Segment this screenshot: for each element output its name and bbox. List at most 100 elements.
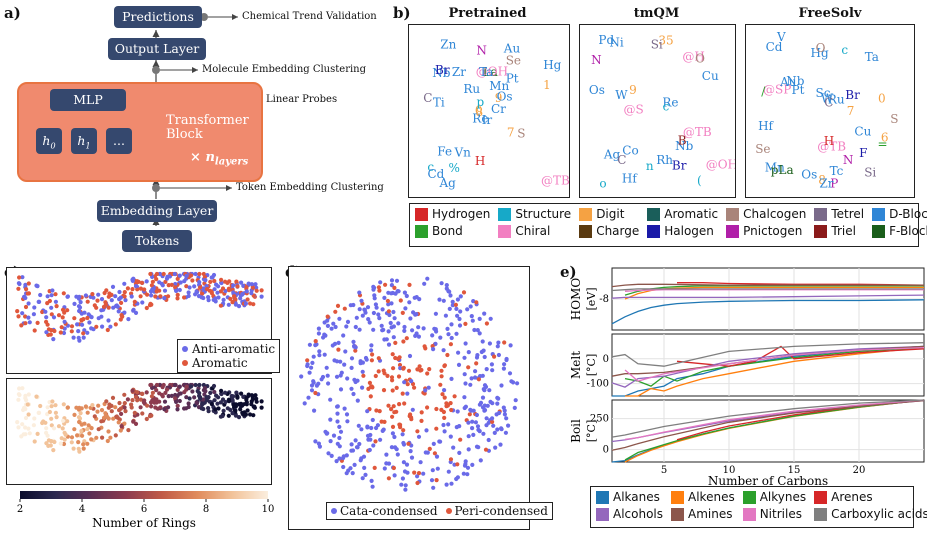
molecule-point: [106, 405, 111, 410]
molecule-point: [425, 450, 430, 455]
molecule-point: [218, 289, 223, 294]
molecule-point: [391, 404, 396, 409]
molecule-point: [218, 400, 223, 405]
molecule-point: [351, 339, 356, 344]
molecule-point: [385, 298, 390, 304]
legend-swatch: [647, 207, 661, 221]
legend-swatch: [498, 224, 512, 238]
molecule-point: [424, 428, 429, 433]
legend-text: Arenes: [831, 490, 873, 504]
molecule-point: [395, 289, 400, 294]
series-line-alkynes: [624, 399, 925, 461]
molecule-point: [374, 305, 379, 310]
molecule-point: [313, 390, 318, 396]
molecule-point: [457, 424, 462, 429]
molecule-point: [198, 396, 203, 401]
molecule-point: [99, 419, 104, 424]
molecule-point: [473, 375, 478, 380]
token-label: Ru: [463, 82, 480, 96]
molecule-point: [147, 414, 153, 419]
molecule-point: [449, 335, 454, 341]
molecule-point: [381, 327, 386, 332]
molecule-point: [220, 286, 226, 291]
molecule-point: [20, 311, 25, 316]
molecule-point: [448, 401, 453, 406]
legend-swatch: [814, 507, 828, 521]
molecule-point: [164, 387, 170, 392]
molecule-point: [392, 473, 397, 478]
molecule-point: [406, 368, 412, 373]
molecule-point: [166, 283, 171, 288]
molecule-point: [321, 335, 326, 340]
token-label: Hg: [811, 46, 829, 60]
molecule-point: [254, 399, 259, 404]
predictions-block: Predictions: [114, 6, 202, 28]
molecule-point: [483, 447, 489, 452]
token-label: Ru: [828, 92, 845, 106]
legend-alkynes: Alkynes: [742, 490, 807, 504]
molecule-point: [208, 279, 213, 284]
molecule-point: [358, 458, 363, 463]
legend-d-block: D-Block: [872, 207, 927, 221]
molecule-point: [511, 380, 516, 385]
token-label: W: [821, 91, 834, 105]
molecule-point: [209, 291, 214, 296]
molecule-point: [305, 363, 310, 369]
token-label: Pt: [506, 72, 519, 86]
molecule-point: [80, 322, 85, 327]
molecule-point: [77, 449, 82, 454]
molecule-point: [342, 362, 347, 367]
molecule-point: [397, 402, 402, 407]
molecule-point: [416, 334, 421, 339]
token-label: Au: [779, 75, 797, 89]
molecule-point: [51, 315, 57, 320]
legend-pnictogen: Pnictogen: [726, 224, 806, 238]
molecule-point: [469, 376, 474, 381]
molecule-point: [23, 415, 29, 421]
molecule-point: [369, 343, 374, 348]
molecule-point: [482, 311, 487, 316]
molecule-point: [144, 305, 149, 311]
molecule-point: [131, 419, 136, 424]
molecule-point: [377, 316, 382, 321]
legend-text: Pnictogen: [743, 224, 803, 238]
molecule-point: [336, 347, 341, 352]
molecule-point: [338, 359, 343, 364]
molecule-point: [23, 432, 28, 437]
molecule-point: [384, 452, 389, 457]
molecule-point: [374, 408, 379, 413]
molecule-point: [81, 335, 86, 340]
molecule-point: [251, 413, 256, 418]
molecule-point: [249, 402, 254, 407]
molecule-point: [139, 280, 145, 285]
molecule-point: [367, 380, 372, 385]
molecule-point: [338, 387, 344, 392]
molecule-point: [144, 416, 149, 422]
colorbar-tick-label: 10: [262, 504, 275, 515]
molecule-point: [400, 476, 405, 481]
molecule-point: [75, 322, 80, 327]
molecule-point: [402, 324, 407, 330]
molecule-point: [412, 470, 417, 475]
molecule-point: [400, 310, 405, 315]
molecule-point: [338, 429, 344, 434]
molecule-point: [254, 285, 259, 290]
molecule-point: [475, 424, 481, 429]
token-label: Nb: [675, 139, 694, 153]
molecule-point: [385, 373, 390, 378]
molecule-point: [32, 305, 37, 310]
molecule-point: [369, 348, 374, 353]
legend-alkanes: Alkanes: [596, 490, 663, 504]
molecule-point: [390, 290, 395, 296]
molecule-point: [491, 423, 496, 428]
token-label: o: [599, 177, 606, 191]
legend-text: Aromatic: [664, 207, 719, 221]
legend-text: Alkynes: [759, 490, 807, 504]
molecule-point: [442, 363, 447, 368]
molecule-point: [359, 298, 364, 303]
molecule-point: [240, 403, 245, 408]
molecule-point: [44, 430, 49, 435]
molecule-point: [427, 367, 432, 372]
legend-text: Amines: [688, 507, 733, 521]
